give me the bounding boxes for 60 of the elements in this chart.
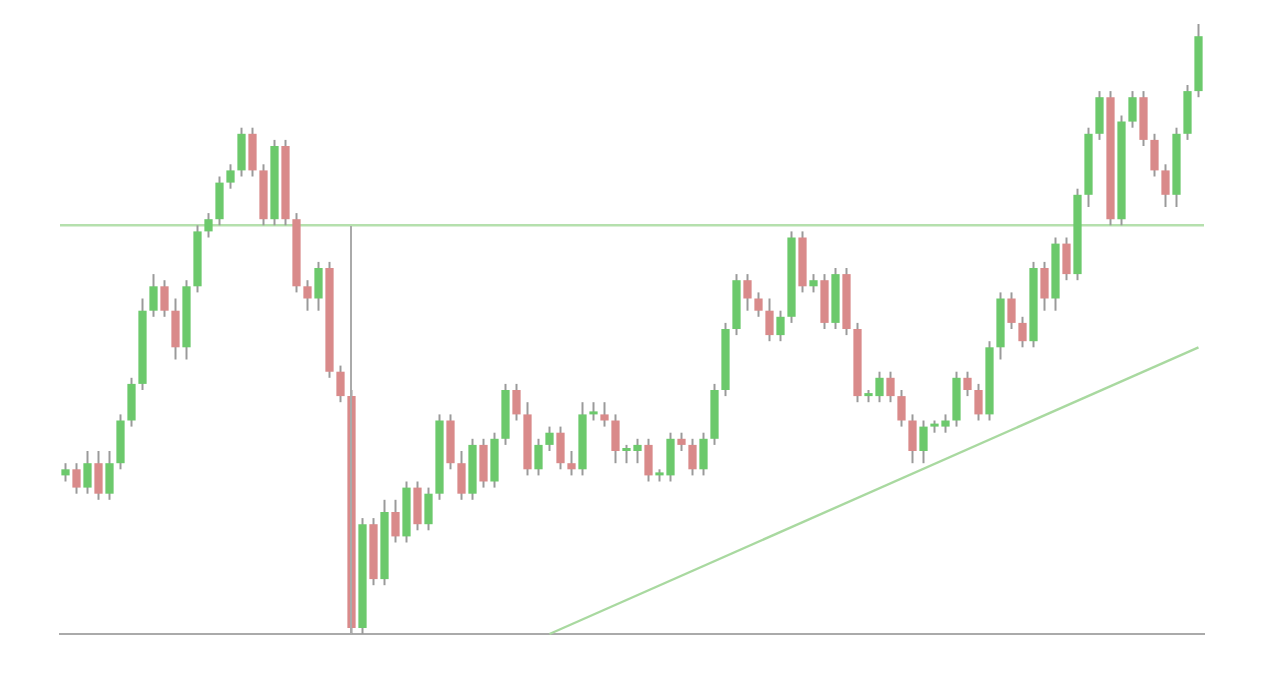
- candlestick: [171, 297, 180, 361]
- candlestick: [545, 425, 554, 452]
- candlestick: [611, 413, 620, 465]
- candlestick: [61, 462, 70, 483]
- candlestick: [413, 480, 422, 532]
- candlestick: [116, 413, 125, 471]
- candlestick: [886, 370, 895, 404]
- candlestick: [534, 437, 543, 477]
- candlestick: [479, 437, 488, 489]
- candlestick: [754, 291, 763, 318]
- candlestick: [237, 126, 246, 178]
- candlestick: [1183, 84, 1192, 141]
- candlestick: [490, 431, 499, 489]
- candlestick: [688, 437, 697, 477]
- candlestick: [1161, 163, 1170, 208]
- candlestick: [72, 462, 81, 495]
- candlestick: [952, 370, 961, 428]
- candlestick: [127, 376, 136, 428]
- candlestick: [1062, 236, 1071, 282]
- candlestick: [556, 425, 565, 471]
- candlestick: [215, 175, 224, 227]
- candlestick: [963, 370, 972, 398]
- candlestick: [919, 419, 928, 465]
- candlestick: [512, 382, 521, 422]
- candlestick: [457, 450, 466, 501]
- candlestick: [160, 279, 169, 318]
- candlestick: [809, 273, 818, 294]
- candlestick: [765, 297, 774, 343]
- candlestick: [589, 401, 598, 422]
- candlestick: [391, 498, 400, 544]
- candlestick: [908, 413, 917, 465]
- candlestick: [94, 450, 103, 501]
- candlestick: [105, 450, 114, 501]
- candlestick: [1128, 90, 1137, 129]
- candlestick: [83, 450, 92, 495]
- candlestick: [897, 389, 906, 428]
- candlestick: [303, 279, 312, 312]
- candlestick: [336, 364, 345, 404]
- candlestick: [1018, 315, 1027, 349]
- candlestick: [149, 273, 158, 318]
- candlestick: [567, 450, 576, 477]
- candlestick: [1095, 90, 1104, 141]
- candlestick: [226, 163, 235, 190]
- candlestick: [600, 401, 609, 428]
- candlestick: [743, 273, 752, 312]
- candlestick: [204, 212, 213, 239]
- candlestick: [699, 431, 708, 477]
- candlestick: [248, 126, 257, 178]
- candlestick: [1139, 90, 1148, 147]
- candlestick: [776, 309, 785, 343]
- candlestick: [1150, 132, 1159, 178]
- candlestick: [677, 431, 686, 452]
- candlestick: [446, 413, 455, 471]
- candlestick: [424, 486, 433, 532]
- candlestick: [974, 382, 983, 422]
- candlestick: [820, 273, 829, 330]
- candlestick: [644, 437, 653, 483]
- candlestick: [314, 260, 323, 312]
- candlestick: [1040, 260, 1049, 312]
- candlestick: [1007, 291, 1016, 330]
